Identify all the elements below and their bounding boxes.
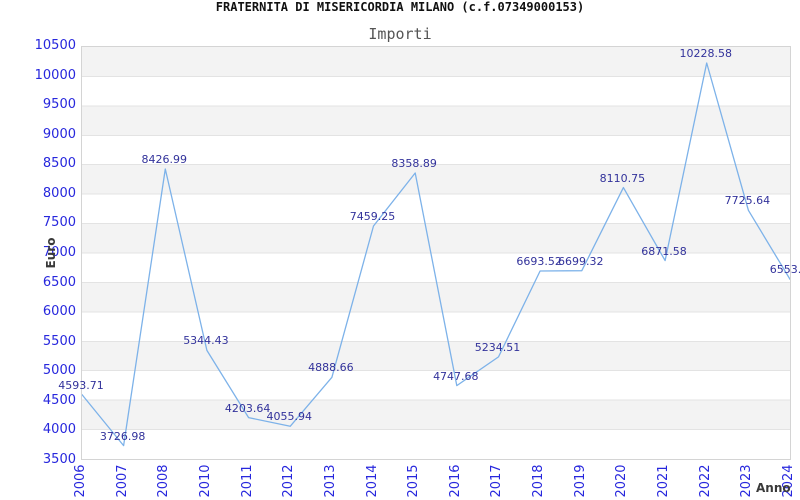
- grid-band: [82, 429, 790, 459]
- y-tick-label: 4500: [42, 392, 76, 408]
- x-tick-label-2014: 2014: [364, 464, 380, 498]
- x-tick-label-2006: 2006: [73, 464, 88, 498]
- chart-subtitle: Importi: [368, 25, 432, 43]
- point-label-2022: 10228.58: [679, 46, 732, 60]
- x-tick-label-2012: 2012: [281, 464, 297, 498]
- y-tick-label: 5000: [42, 363, 76, 379]
- x-tick-label-2010: 2010: [197, 464, 213, 498]
- importi-series-line: [82, 62, 790, 447]
- line-plot-canvas: [82, 47, 790, 459]
- y-tick-label: 9000: [42, 126, 76, 142]
- point-label-2023: 7725.64: [724, 194, 771, 208]
- point-label-2006: 4593.71: [58, 378, 104, 392]
- y-tick-label: 7000: [42, 245, 76, 260]
- y-tick-label: 8000: [42, 185, 76, 201]
- y-tick-label: 6000: [42, 304, 76, 320]
- point-label-2019: 6699.32: [558, 254, 604, 268]
- grid-band: [82, 76, 790, 106]
- x-tick-label-2016: 2016: [447, 464, 463, 498]
- x-tick-label-2019: 2019: [572, 464, 588, 498]
- point-label-2014: 7459.25: [349, 209, 396, 223]
- chart-title: FRATERNITA DI MISERICORDIA MILANO (c.f.0…: [215, 0, 585, 14]
- point-label-2024: 6553.1: [769, 263, 800, 277]
- x-tick-label-2022: 2022: [697, 464, 713, 498]
- point-label-2020: 8110.75: [599, 171, 646, 185]
- point-label-2015: 8358.89: [391, 157, 437, 171]
- y-tick-label: 6500: [42, 274, 76, 290]
- point-label-2018: 6693.52: [516, 255, 562, 269]
- point-label-2011: 4203.64: [224, 401, 271, 415]
- x-axis-title: Anno: [756, 481, 791, 495]
- x-tick-label-2021: 2021: [656, 464, 672, 498]
- x-tick-label-2007: 2007: [114, 464, 130, 498]
- grid-band: [82, 194, 790, 224]
- grid-band: [82, 47, 790, 77]
- point-label-2010: 5344.43: [183, 334, 229, 348]
- y-tick-label: 10500: [34, 38, 76, 53]
- grid-band: [82, 135, 790, 165]
- grid-band: [82, 311, 790, 342]
- point-label-2012: 4055.94: [266, 410, 312, 424]
- y-tick-label: 7500: [42, 215, 76, 231]
- point-label-2017: 5234.51: [474, 340, 521, 354]
- y-tick-label: 3500: [42, 452, 76, 467]
- grid-band: [82, 282, 790, 312]
- point-label-2021: 6871.58: [641, 244, 687, 258]
- y-tick-label: 9500: [42, 97, 76, 113]
- x-tick-label-2023: 2023: [739, 464, 755, 498]
- x-tick-label-2018: 2018: [531, 464, 547, 498]
- x-tick-label-2011: 2011: [239, 464, 255, 498]
- y-axis-title: Euro: [44, 237, 58, 269]
- grid-band: [82, 370, 790, 401]
- point-label-2016: 4747.68: [433, 369, 479, 383]
- plot-area: [81, 46, 791, 460]
- grid-band: [82, 164, 790, 195]
- grid-band: [82, 341, 790, 371]
- point-label-2008: 8426.99: [141, 153, 188, 166]
- y-tick-label: 8500: [42, 156, 76, 172]
- x-tick-label-2013: 2013: [322, 464, 338, 498]
- grid-band: [82, 105, 790, 136]
- y-tick-label: 5500: [42, 333, 76, 349]
- point-label-2013: 4888.66: [308, 361, 354, 375]
- point-label-2007: 3726.98: [99, 429, 146, 443]
- x-tick-label-2008: 2008: [156, 464, 172, 498]
- y-tick-label: 10000: [34, 67, 76, 83]
- x-tick-label-2017: 2017: [489, 464, 505, 498]
- x-tick-label-2015: 2015: [406, 464, 422, 498]
- y-tick-label: 4000: [42, 422, 76, 438]
- grid-band: [82, 400, 790, 430]
- x-tick-label-2020: 2020: [614, 464, 630, 498]
